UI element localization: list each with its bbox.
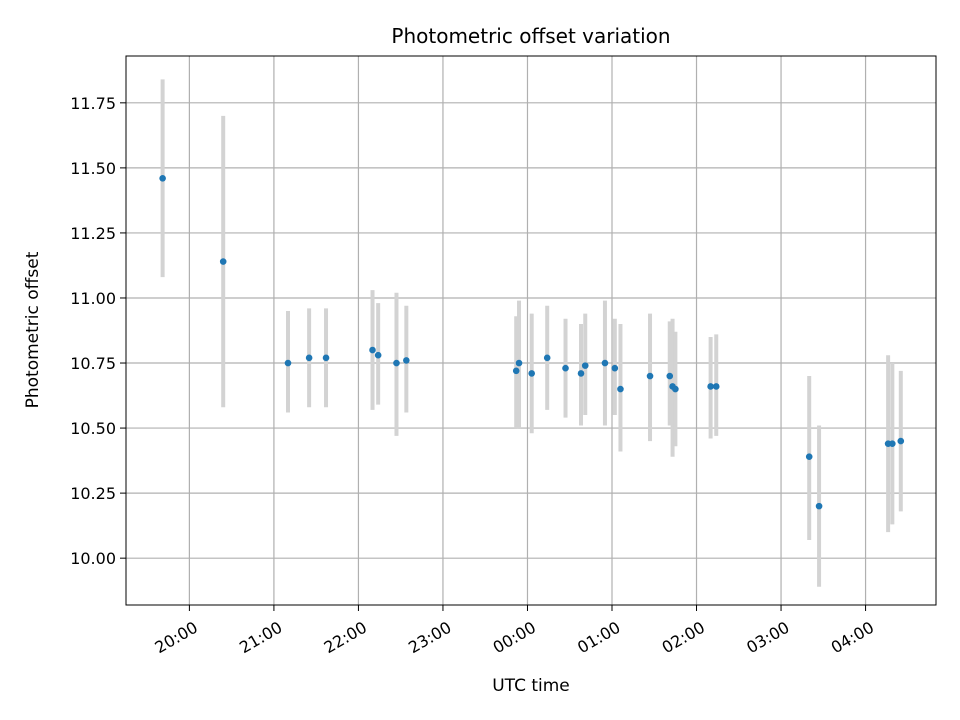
y-tick-label: 10.50 — [70, 419, 116, 438]
data-point — [543, 354, 551, 362]
data-point — [611, 364, 619, 372]
y-tick-label: 10.00 — [70, 549, 116, 568]
data-point — [322, 354, 330, 362]
y-axis: 10.00 10.25 10.50 10.75 11.00 11.25 11.50 11.75 — [70, 94, 126, 568]
y-tick-label: 10.75 — [70, 354, 116, 373]
data-point — [528, 370, 536, 377]
x-axis: 20:00 21:00 22:00 23:00 00:00 01:00 02:00 03:00… — [152, 605, 877, 658]
x-tick-label: 01:00 — [574, 618, 623, 658]
y-tick-label: 11.25 — [70, 224, 116, 243]
y-tick-label: 11.00 — [70, 289, 116, 308]
data-point — [617, 385, 624, 393]
x-tick-label: 00:00 — [490, 618, 539, 658]
data-point — [646, 372, 654, 380]
x-tick-label: 03:00 — [743, 618, 792, 658]
x-tick-label: 02:00 — [659, 618, 708, 658]
x-tick-label: 22:00 — [321, 618, 370, 658]
data-point — [305, 354, 313, 362]
plot-frame — [125, 55, 937, 606]
data-point — [512, 367, 520, 375]
data-point — [393, 359, 400, 367]
data-point — [159, 174, 166, 182]
data-point — [515, 359, 523, 367]
x-tick-label: 21:00 — [236, 618, 285, 658]
data-point — [712, 383, 720, 390]
data-point — [374, 351, 382, 359]
x-tick-label: 23:00 — [405, 618, 454, 658]
x-tick-label: 20:00 — [152, 618, 201, 658]
y-tick-label: 11.75 — [70, 94, 116, 113]
data-point — [889, 440, 896, 447]
data-point — [815, 502, 823, 510]
data-point — [219, 258, 227, 265]
data-point — [577, 370, 585, 377]
x-tick-label: 04:00 — [828, 618, 877, 658]
data-point — [369, 346, 376, 354]
y-axis-title: Photometric offset — [23, 251, 43, 408]
data-point — [581, 362, 589, 369]
data-point — [601, 359, 609, 367]
data-point — [805, 453, 813, 460]
y-tick-label: 10.25 — [70, 484, 116, 503]
data-point — [897, 437, 905, 445]
y-tick-label: 11.50 — [70, 159, 116, 178]
data-points — [159, 174, 905, 510]
data-point — [672, 385, 679, 393]
chart-title: Photometric offset variation — [391, 24, 670, 48]
data-point — [562, 364, 569, 372]
data-point — [403, 357, 410, 364]
x-axis-title: UTC time — [492, 676, 570, 696]
data-point — [707, 383, 714, 390]
data-point — [284, 359, 292, 367]
data-point — [666, 372, 674, 380]
